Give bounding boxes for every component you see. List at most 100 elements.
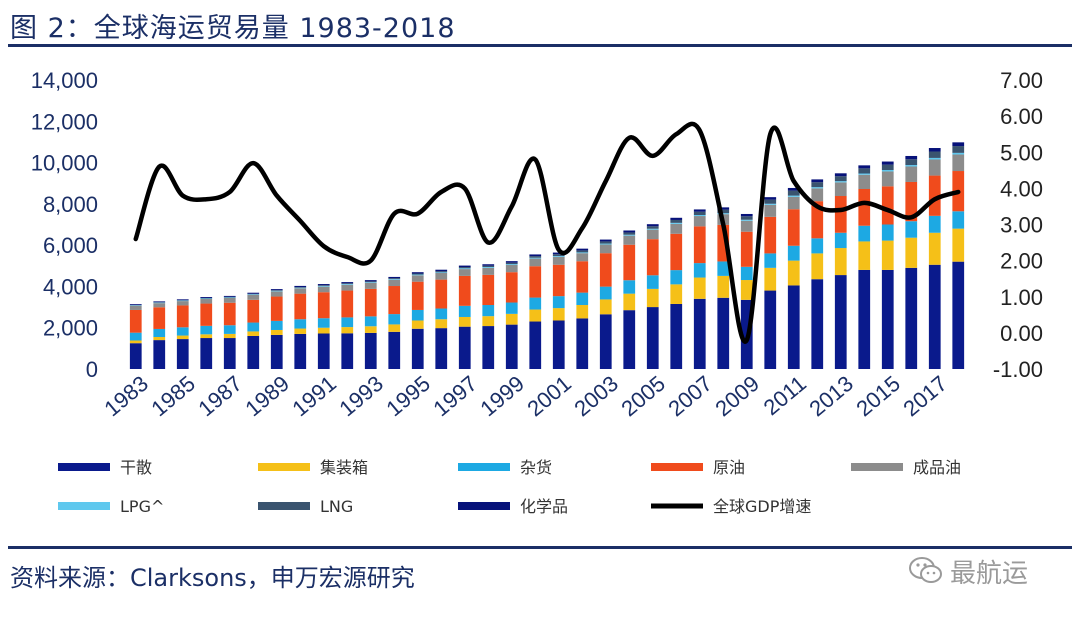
bar-segment-1992-2 — [341, 317, 354, 328]
bar-segment-1996-7 — [435, 269, 448, 272]
bar-segment-1991-2 — [317, 318, 330, 328]
bar-segment-1998-7 — [482, 264, 495, 266]
y2-tick-label: -1.00 — [993, 357, 1043, 382]
bar-segment-1993-1 — [364, 326, 377, 333]
bar-segment-1998-5 — [482, 267, 495, 268]
bar-segment-2017-6 — [928, 151, 941, 158]
y-tick-label: 4,000 — [43, 274, 98, 299]
bar-segment-2002-5 — [576, 252, 589, 254]
source-divider — [8, 546, 1072, 549]
bar-segment-2001-6 — [552, 254, 565, 257]
bar-segment-2015-1 — [881, 240, 894, 270]
y2-tick-label: 0.00 — [1000, 321, 1043, 346]
bar-segment-2010-1 — [764, 267, 777, 291]
legend-label: 全球GDP增速 — [713, 497, 811, 516]
bar-segment-2017-1 — [928, 232, 941, 265]
x-tick-label: 2001 — [522, 371, 576, 422]
bar-segment-2006-1 — [670, 284, 683, 304]
bar-segment-1986-1 — [200, 334, 213, 339]
bar-segment-2014-3 — [858, 188, 871, 226]
bar-segment-1983-2 — [129, 332, 142, 341]
bar-segment-1988-4 — [247, 294, 260, 300]
x-tick-label: 1999 — [475, 371, 529, 422]
bar-segment-1983-0 — [129, 343, 142, 369]
y2-tick-label: 4.00 — [1000, 176, 1043, 201]
bar-segment-1992-7 — [341, 282, 354, 284]
bar-segment-2017-4 — [928, 159, 941, 176]
bar-segment-2011-1 — [787, 260, 800, 286]
bar-segment-2008-5 — [717, 213, 730, 215]
bar-segment-2007-5 — [693, 215, 706, 217]
bar-segment-2016-7 — [905, 155, 918, 160]
bar-segment-1990-2 — [294, 319, 307, 329]
bar-segment-2012-1 — [811, 253, 824, 280]
bar-segment-2001-4 — [552, 256, 565, 265]
bar-segment-2005-7 — [646, 224, 659, 227]
bar-segment-2017-3 — [928, 175, 941, 216]
bar-segment-2012-5 — [811, 187, 824, 189]
bar-segment-2015-6 — [881, 164, 894, 171]
bar-segment-2009-1 — [740, 280, 753, 300]
bar-segment-2014-1 — [858, 241, 871, 270]
bar-segment-1987-7 — [223, 295, 236, 297]
bar-segment-2004-5 — [623, 234, 636, 236]
legend-label: 干散 — [120, 458, 152, 477]
bar-segment-1996-5 — [435, 272, 448, 274]
bar-segment-2010-5 — [764, 203, 777, 205]
bar-segment-2015-2 — [881, 224, 894, 241]
bar-segment-2012-4 — [811, 188, 824, 202]
bar-segment-2004-2 — [623, 280, 636, 294]
x-tick-label: 2015 — [851, 371, 905, 422]
bar-segment-2012-7 — [811, 179, 824, 183]
bar-segment-2014-6 — [858, 168, 871, 174]
bar-segment-1997-7 — [458, 265, 471, 268]
bar-segment-1988-2 — [247, 322, 260, 332]
legend-swatch — [258, 502, 310, 510]
bar-segment-1993-4 — [364, 282, 377, 289]
x-tick-label: 1987 — [193, 371, 247, 422]
bar-segment-2001-0 — [552, 320, 565, 369]
x-tick-label: 2017 — [898, 371, 952, 422]
bar-segment-2006-6 — [670, 219, 683, 223]
bar-segment-2007-7 — [693, 209, 706, 212]
bar-segment-1991-6 — [317, 285, 330, 286]
bar-segment-1994-1 — [388, 324, 401, 332]
y2-tick-label: 5.00 — [1000, 140, 1043, 165]
bar-segment-1989-0 — [270, 334, 283, 369]
bar-segment-2001-7 — [552, 252, 565, 255]
x-axis: 1983198519871989199119931995199719992001… — [99, 371, 952, 422]
bar-segment-2007-4 — [693, 216, 706, 227]
bar-segment-1997-5 — [458, 268, 471, 270]
bar-segment-2016-4 — [905, 166, 918, 182]
bar-segment-2002-2 — [576, 292, 589, 306]
bar-segment-2008-2 — [717, 261, 730, 276]
bar-segment-2013-4 — [834, 182, 847, 197]
bar-segment-2001-5 — [552, 256, 565, 257]
bar-segment-2015-5 — [881, 170, 894, 172]
legend-swatch — [58, 502, 110, 510]
bar-segment-2012-3 — [811, 201, 824, 239]
bar-segment-2006-0 — [670, 303, 683, 369]
bar-segment-1990-4 — [294, 288, 307, 294]
bar-segment-2010-3 — [764, 216, 777, 254]
bar-segment-1997-0 — [458, 326, 471, 369]
bar-segment-1987-0 — [223, 338, 236, 369]
y2-tick-label: 6.00 — [1000, 104, 1043, 129]
bar-segment-1997-2 — [458, 305, 471, 317]
bar-segment-1986-7 — [200, 297, 213, 298]
bar-segment-1999-1 — [505, 313, 518, 325]
bar-segment-1984-5 — [153, 302, 166, 304]
legend-item: LPG^ — [58, 497, 164, 516]
bar-segment-2016-2 — [905, 221, 918, 238]
bar-segment-1989-6 — [270, 290, 283, 291]
bar-segment-2013-0 — [834, 275, 847, 369]
bar-segment-1986-0 — [200, 338, 213, 369]
bar-segment-2004-7 — [623, 230, 636, 233]
wechat-icon — [909, 557, 942, 583]
bar-segment-2000-4 — [529, 258, 542, 267]
x-tick-label: 2013 — [804, 371, 858, 422]
bar-segment-1990-1 — [294, 328, 307, 334]
bar-segment-1996-4 — [435, 273, 448, 280]
bar-segment-1995-5 — [411, 274, 424, 276]
bar-segment-1998-3 — [482, 274, 495, 306]
